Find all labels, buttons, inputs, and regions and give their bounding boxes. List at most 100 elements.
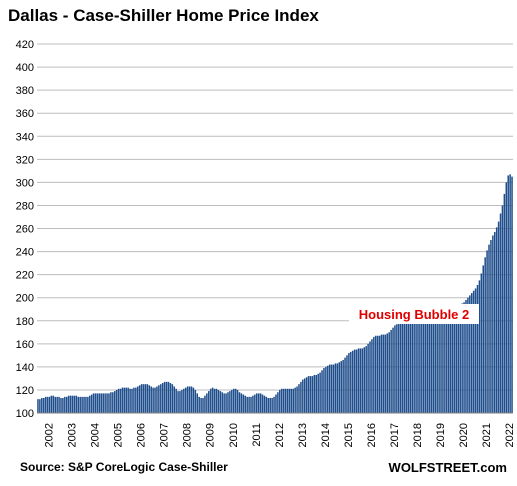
bar (125, 387, 128, 413)
bar (198, 396, 200, 413)
bar (94, 393, 97, 413)
bar (87, 396, 89, 413)
bar (482, 265, 485, 413)
bar (453, 308, 456, 413)
bar (338, 362, 341, 413)
bar (327, 365, 329, 413)
bar (284, 388, 287, 413)
bar (102, 393, 104, 413)
bar (472, 290, 475, 413)
bar (173, 386, 175, 413)
bar (332, 364, 335, 413)
bar (280, 388, 283, 413)
bar (273, 396, 275, 413)
bar (375, 335, 377, 413)
bar (396, 324, 398, 413)
bar (58, 396, 60, 413)
bar (231, 389, 233, 413)
bar (307, 376, 310, 413)
x-tick-label: 2019 (435, 423, 447, 447)
bar (330, 364, 333, 413)
bar (133, 387, 135, 413)
bar (442, 309, 444, 413)
bar (499, 213, 502, 413)
bar (104, 393, 106, 413)
bar (44, 396, 47, 413)
bar (135, 387, 137, 413)
x-tick-label: 2016 (366, 423, 378, 447)
bar (50, 395, 53, 413)
bar (244, 395, 247, 413)
bar (209, 388, 212, 413)
bar (286, 388, 289, 413)
bar (367, 343, 369, 413)
y-tick-label: 320 (16, 154, 34, 166)
bar (411, 320, 413, 413)
bar (378, 335, 381, 413)
bar (183, 388, 185, 413)
bar (275, 394, 277, 413)
bar (140, 384, 143, 413)
y-tick-label: 300 (16, 177, 34, 189)
y-tick-label: 100 (16, 408, 34, 420)
bar (350, 351, 352, 413)
bar (282, 388, 285, 413)
bar (371, 339, 373, 413)
bar (457, 305, 460, 413)
bar (154, 387, 156, 413)
bar (161, 383, 164, 413)
bar (42, 398, 45, 413)
bar (108, 393, 110, 413)
x-tick-label: 2008 (182, 423, 194, 447)
bar (265, 396, 268, 413)
x-tick-label: 2013 (297, 423, 309, 447)
bar (71, 395, 74, 413)
bar (194, 389, 197, 413)
bar (146, 384, 149, 413)
y-tick-label: 420 (16, 39, 34, 51)
bar (380, 334, 383, 413)
annotation-label: Housing Bubble 2 (359, 307, 470, 322)
bar (438, 311, 440, 413)
bar (422, 316, 425, 413)
bar (469, 295, 471, 413)
bar (269, 398, 271, 413)
bar (41, 398, 43, 413)
bar (455, 306, 458, 413)
source-note: Source: S&P CoreLogic Case-Shiller (20, 460, 228, 474)
bar (392, 327, 394, 413)
bar (495, 227, 498, 413)
bar (342, 359, 344, 413)
bar (100, 393, 103, 413)
bar (54, 396, 56, 413)
bar (77, 396, 80, 413)
bar (353, 349, 356, 413)
bar (238, 392, 241, 413)
bar (169, 383, 172, 413)
bar (355, 349, 358, 413)
bar (119, 388, 122, 413)
bar (229, 391, 231, 413)
bar (426, 316, 429, 413)
bar (344, 357, 346, 413)
bar (267, 398, 270, 413)
x-tick-label: 2020 (458, 423, 470, 447)
bar (115, 389, 118, 413)
bar (447, 309, 450, 413)
bar (405, 323, 408, 413)
bar (467, 297, 469, 413)
y-tick-label: 400 (16, 62, 34, 74)
bar (148, 385, 151, 413)
x-tick-label: 2011 (251, 423, 263, 447)
bar (64, 396, 66, 413)
bar (409, 321, 412, 413)
bar (328, 364, 331, 413)
bar (152, 387, 154, 413)
y-tick-label: 160 (16, 339, 34, 351)
bar (90, 394, 93, 413)
bar (446, 309, 448, 413)
bar (206, 393, 208, 413)
bar (361, 348, 364, 413)
x-tick-label: 2004 (90, 423, 102, 447)
bar (417, 316, 419, 413)
